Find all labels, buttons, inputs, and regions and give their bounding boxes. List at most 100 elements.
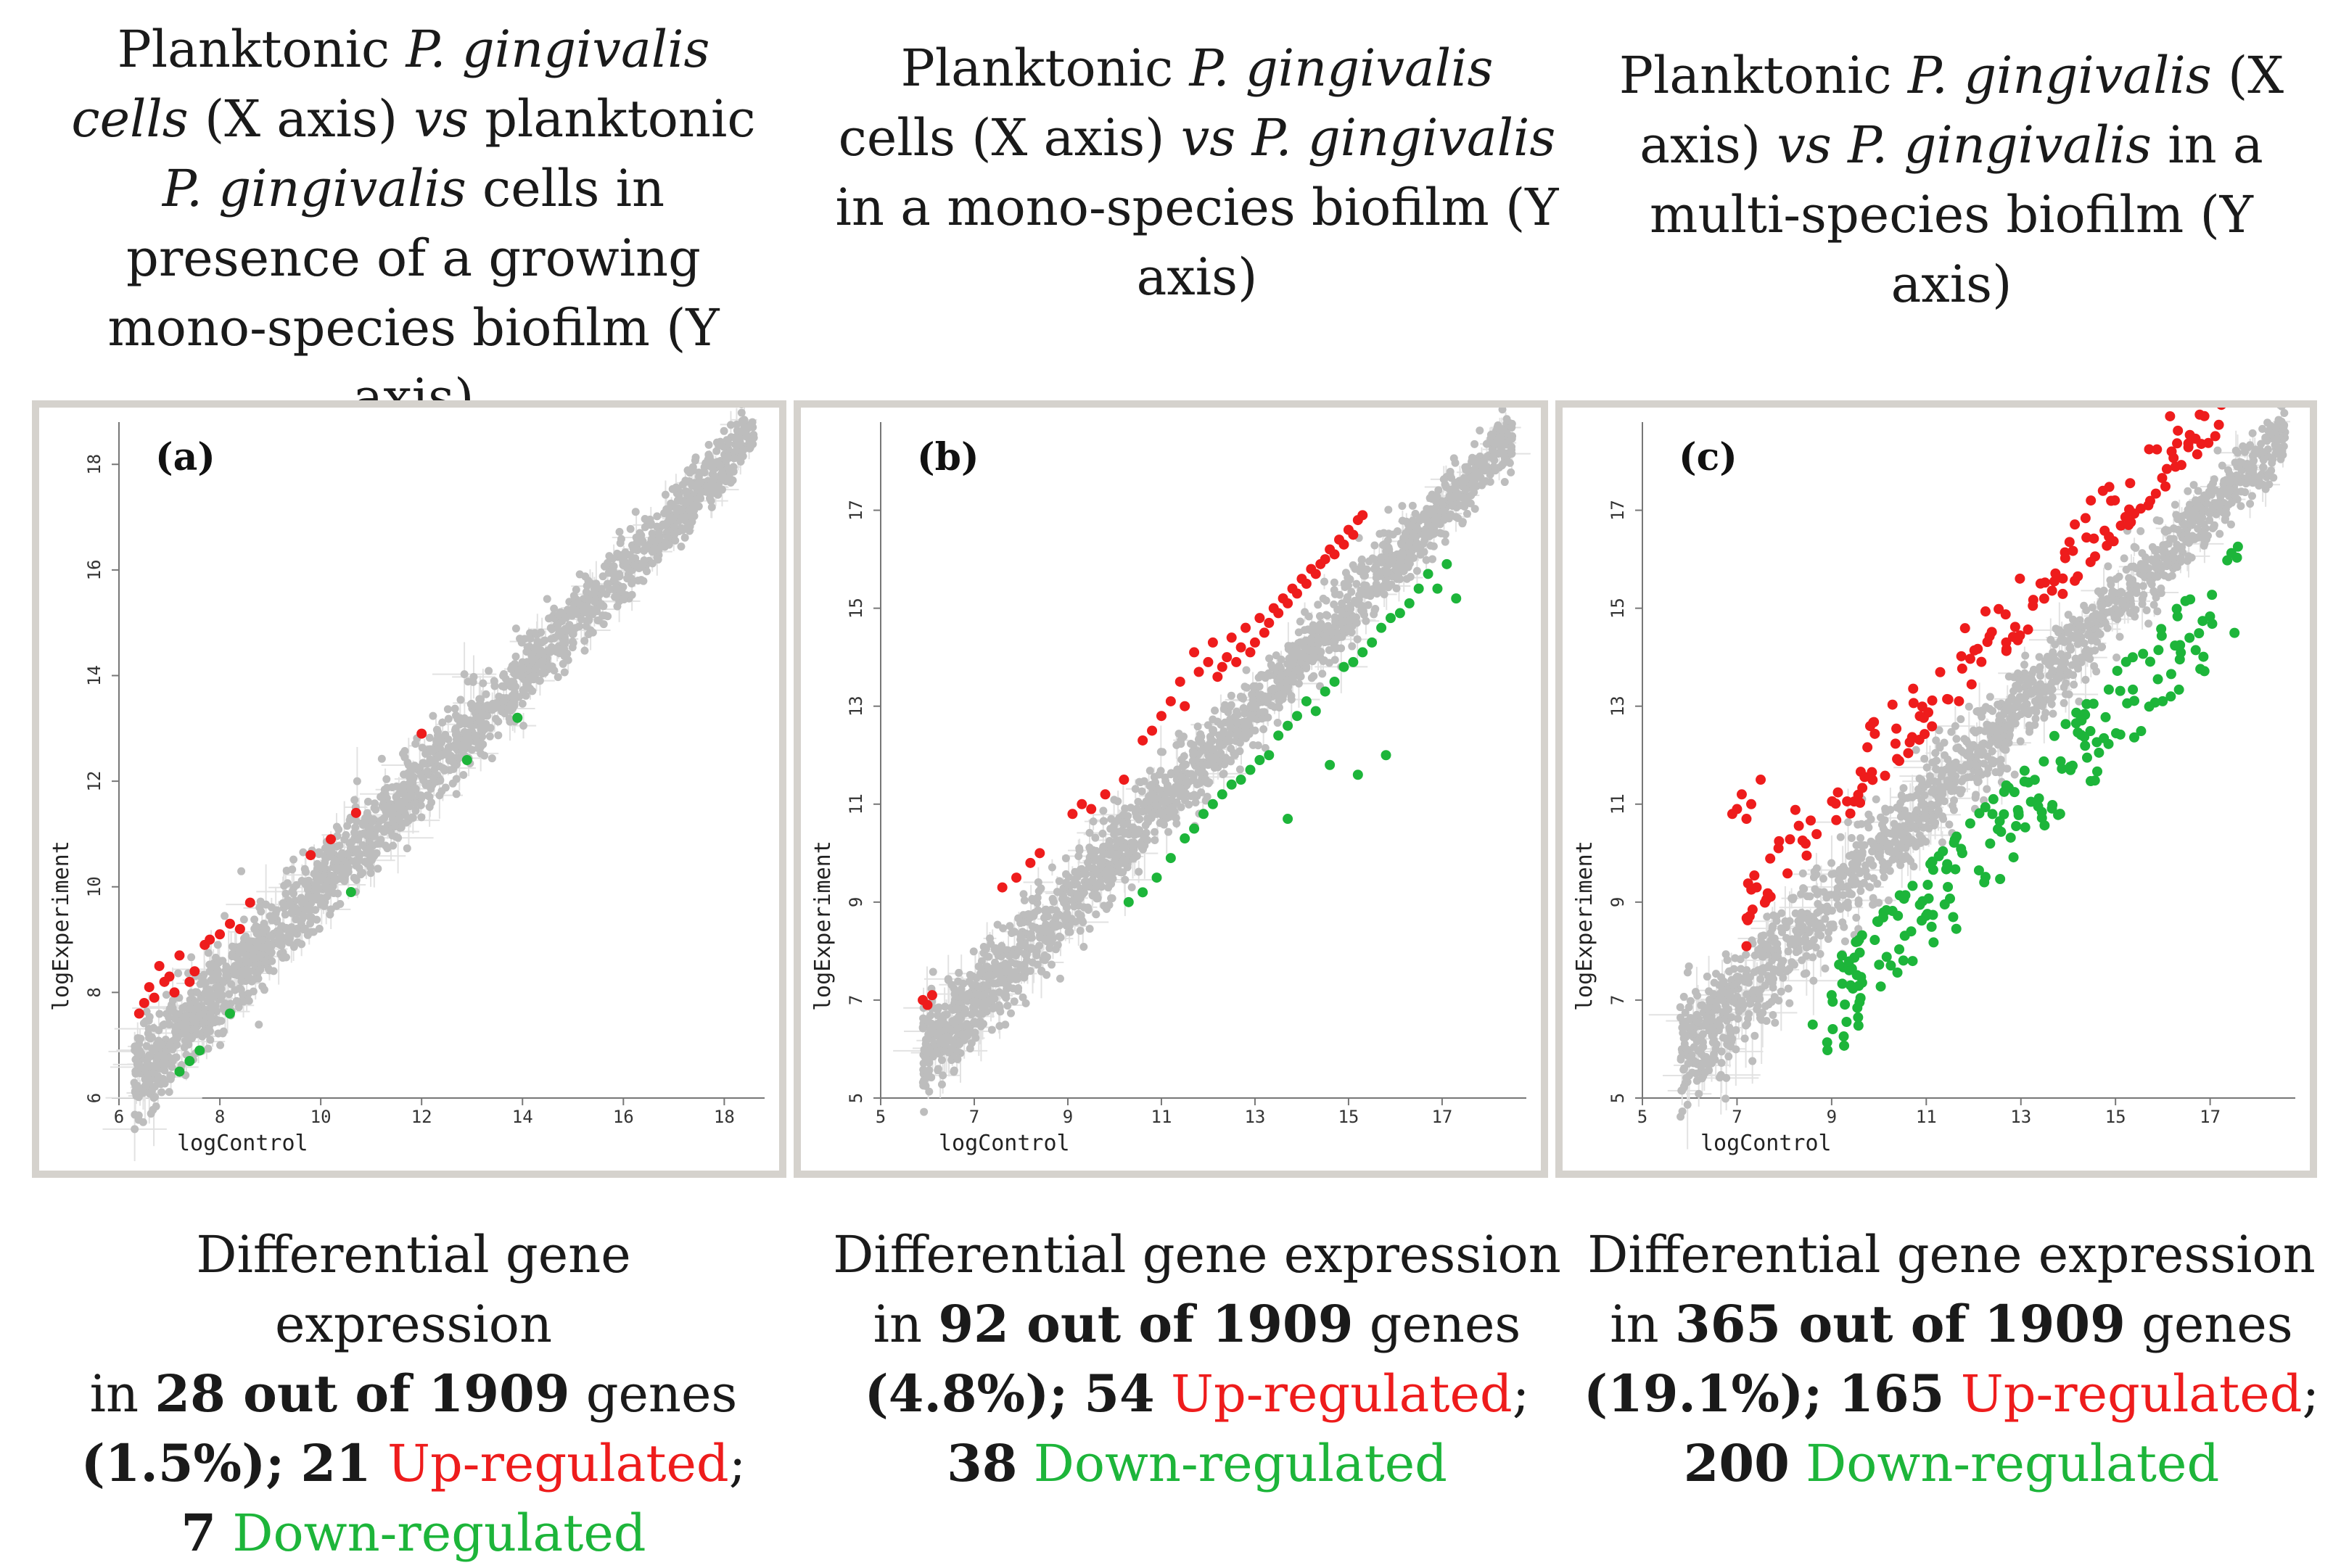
down-regulated-point (1208, 799, 1218, 809)
unchanged-gene-point (1062, 870, 1070, 878)
unchanged-gene-point (350, 874, 358, 882)
caption-text-part: P. gingivalis (162, 159, 466, 218)
unchanged-gene-point (1074, 871, 1082, 879)
down-regulated-point (1414, 584, 1424, 594)
up-regulated-point (1245, 647, 1255, 657)
x-tick-label: 17 (1431, 1107, 1452, 1127)
unchanged-gene-point (133, 1082, 141, 1090)
unchanged-gene-point (250, 987, 258, 995)
unchanged-gene-point (720, 427, 728, 435)
x-tick-label: 11 (1916, 1107, 1937, 1127)
unchanged-gene-point (133, 1049, 141, 1057)
unchanged-gene-point (950, 1039, 958, 1047)
unchanged-gene-point (1203, 779, 1211, 787)
unchanged-gene-point (627, 525, 635, 533)
unchanged-gene-point (953, 1048, 961, 1056)
up-regulated-point (1217, 662, 1227, 672)
unchanged-gene-point (674, 496, 682, 504)
up-regulated-point (1301, 579, 1312, 589)
unchanged-gene-point (336, 865, 344, 872)
up-regulated-point (1086, 804, 1096, 814)
unchanged-gene-point (313, 880, 321, 888)
x-tick-label: 5 (876, 1107, 886, 1127)
y-axis-label: logExperiment (1572, 841, 1597, 1011)
unchanged-gene-point (1397, 561, 1405, 569)
up-regulated-point (1311, 569, 1321, 579)
unchanged-gene-point (1148, 811, 1156, 819)
unchanged-gene-point (155, 1010, 163, 1018)
up-regulated-point (1231, 657, 1241, 667)
unchanged-gene-point (511, 701, 519, 709)
unchanged-gene-point (653, 546, 661, 554)
unchanged-gene-point (157, 1089, 165, 1097)
unchanged-gene-point (1107, 880, 1115, 888)
unchanged-gene-point (1049, 935, 1057, 943)
unchanged-gene-point (346, 816, 354, 824)
x-tick-label: 12 (411, 1107, 432, 1127)
unchanged-gene-point (1427, 542, 1435, 550)
unchanged-gene-point (1331, 618, 1339, 626)
unchanged-gene-point (1320, 656, 1328, 664)
unchanged-gene-point (995, 1022, 1003, 1030)
unchanged-gene-point (1302, 663, 1310, 671)
unchanged-gene-point (1305, 613, 1313, 621)
unchanged-gene-point (354, 835, 362, 843)
unchanged-gene-point (539, 669, 547, 677)
unchanged-gene-point (1079, 943, 1087, 951)
unchanged-gene-point (1250, 682, 1258, 690)
unchanged-gene-point (1026, 967, 1034, 975)
unchanged-gene-point (723, 436, 731, 444)
unchanged-gene-point (1107, 849, 1115, 857)
unchanged-gene-point (1473, 469, 1481, 476)
unchanged-gene-point (132, 1092, 140, 1099)
unchanged-gene-point (1398, 502, 1406, 510)
unchanged-gene-point (610, 576, 618, 584)
unchanged-gene-point (230, 964, 238, 972)
unchanged-gene-point (481, 704, 489, 712)
unchanged-gene-point (131, 1125, 139, 1133)
caption-text-part: vs (1777, 115, 1831, 175)
unchanged-gene-point (371, 799, 379, 807)
up-regulated-point (169, 987, 179, 997)
unchanged-gene-point (426, 803, 434, 811)
up-regulated-point (1119, 775, 1129, 785)
up-regulated-point (1147, 725, 1157, 735)
unchanged-gene-point (512, 624, 520, 632)
unchanged-gene-point (730, 454, 738, 462)
unchanged-gene-point (1060, 899, 1068, 907)
unchanged-gene-point (152, 1060, 160, 1068)
unchanged-gene-point (1365, 557, 1373, 565)
up-count: 21 (300, 1433, 371, 1493)
unchanged-gene-point (500, 697, 508, 705)
unchanged-gene-point (628, 554, 636, 562)
unchanged-gene-point (569, 643, 577, 651)
up-regulated-point (1194, 667, 1204, 677)
unchanged-gene-point (663, 519, 671, 527)
unchanged-gene-point (1227, 745, 1235, 753)
unchanged-gene-point (378, 755, 386, 763)
unchanged-gene-point (648, 535, 656, 543)
unchanged-gene-point (1507, 424, 1515, 432)
down-regulated-point (1264, 750, 1274, 760)
caption-text-part: P. gingivalis (1190, 38, 1494, 98)
unchanged-gene-point (286, 931, 294, 939)
up-regulated-point (144, 982, 155, 992)
unchanged-gene-point (996, 1004, 1004, 1012)
unchanged-gene-point (1199, 761, 1207, 769)
unchanged-gene-point (149, 1106, 157, 1114)
unchanged-gene-point (1077, 915, 1085, 923)
unchanged-gene-point (289, 890, 297, 898)
unchanged-gene-point (727, 421, 735, 429)
unchanged-gene-point (501, 709, 509, 717)
caption-text-part: planktonic (469, 89, 756, 149)
unchanged-gene-point (488, 754, 496, 762)
unchanged-gene-point (331, 857, 339, 865)
unchanged-gene-point (1285, 659, 1293, 667)
unchanged-gene-point (1384, 506, 1392, 513)
x-tick-label: 13 (1244, 1107, 1265, 1127)
unchanged-gene-point (1327, 628, 1335, 636)
unchanged-gene-point (550, 605, 558, 613)
unchanged-gene-point (1017, 933, 1025, 941)
unchanged-gene-point (1259, 708, 1267, 716)
